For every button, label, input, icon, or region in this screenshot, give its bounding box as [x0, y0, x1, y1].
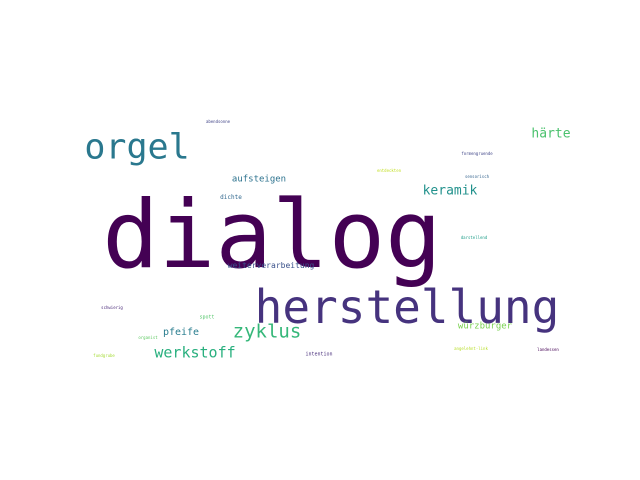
word-intention: intention: [305, 351, 333, 358]
word-weiterverarbeitung: weiterverarbeitung: [227, 261, 315, 270]
word-sensorisch: sensorisch: [464, 174, 490, 179]
word-organist: organist: [138, 335, 158, 340]
word-schwierig: schwierig: [101, 305, 123, 310]
word-fundgrube: fundgrube: [93, 353, 115, 358]
word-wuerzburger: würzburger: [457, 321, 513, 332]
word-entdeckten: entdeckten: [376, 168, 402, 173]
word-werkstoff: werkstoff: [154, 343, 236, 362]
word-herstellung: herstellung: [254, 280, 560, 334]
word-dialog: dialog: [102, 181, 442, 290]
word-spott: spott: [199, 314, 215, 321]
word-haerte: härte: [531, 126, 571, 142]
word-formengruende: formengruende: [461, 151, 493, 156]
word-zyklus: zyklus: [232, 320, 302, 343]
word-orgel: orgel: [84, 127, 190, 168]
word-darstellend: darstellend: [460, 235, 488, 240]
word-pfeife: pfeife: [162, 327, 200, 338]
word-landessen: landessen: [537, 347, 559, 352]
word-dichte: dichte: [220, 194, 242, 201]
word-keramik: keramik: [422, 183, 478, 199]
word-abendsonne: abendsonne: [205, 119, 231, 124]
word-aufsteigen: aufsteigen: [231, 174, 287, 185]
word-angelehnt-link: angelehnt-link: [454, 346, 488, 351]
